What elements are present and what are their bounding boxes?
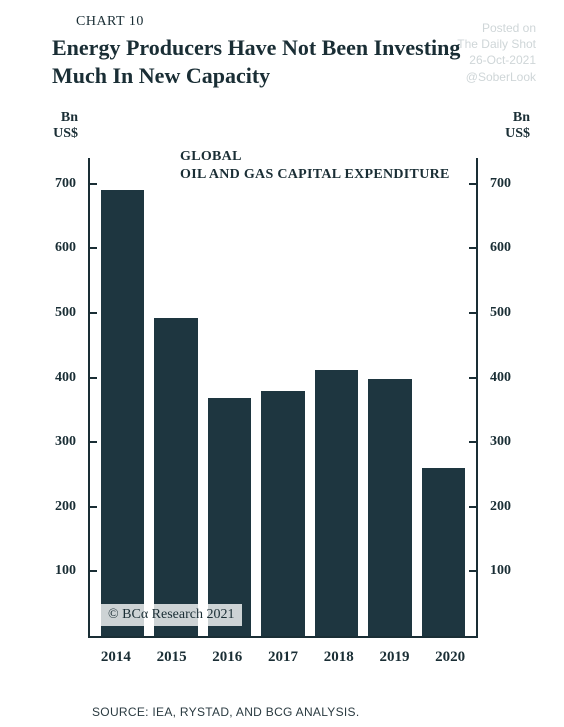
watermark-line: @SoberLook <box>457 69 536 85</box>
y-tick-label: 500 <box>55 306 90 320</box>
y-tick-label: 600 <box>476 241 511 255</box>
y-tick-mark <box>469 312 476 314</box>
bar <box>101 190 144 636</box>
bar <box>315 370 358 636</box>
y-tick-label: 500 <box>476 306 511 320</box>
y-tick-label: 400 <box>55 371 90 385</box>
y-tick-mark <box>469 441 476 443</box>
y-axis-label-left: Bn US$ <box>36 110 78 142</box>
y-tick-label: 100 <box>55 564 90 578</box>
x-tick-label: 2017 <box>255 649 311 666</box>
bar <box>422 468 465 636</box>
chart-title: Energy Producers Have Not Been Investing… <box>52 34 482 90</box>
x-tick-label: 2014 <box>88 649 144 666</box>
x-axis-labels: 2014201520162017201820192020 <box>88 649 478 666</box>
y-tick-mark <box>469 570 476 572</box>
y-axis-unit: Bn US$ <box>505 110 530 141</box>
y-tick-label: 100 <box>476 564 511 578</box>
y-tick-label: 700 <box>55 177 90 191</box>
bars-container <box>90 158 476 636</box>
y-tick-mark <box>90 312 97 314</box>
chart-plot: Bn US$ Bn US$ GLOBAL OIL AND GAS CAPITAL… <box>36 110 530 672</box>
watermark-line: The Daily Shot <box>457 36 536 52</box>
y-tick-mark <box>469 247 476 249</box>
y-tick-mark <box>90 247 97 249</box>
y-tick-mark <box>90 570 97 572</box>
y-tick-mark <box>90 506 97 508</box>
copyright-overlay: © BCα Research 2021 <box>100 604 242 626</box>
y-axis-unit: Bn US$ <box>53 110 78 141</box>
watermark-line: 26-Oct-2021 <box>457 52 536 68</box>
x-tick-label: 2015 <box>144 649 200 666</box>
source-note: SOURCE: IEA, RYSTAD, AND BCG ANALYSIS. <box>92 705 359 719</box>
bar <box>154 318 197 636</box>
bar <box>261 391 304 636</box>
y-axis-label-right: Bn US$ <box>488 110 530 142</box>
watermark-line: Posted on <box>457 20 536 36</box>
y-tick-mark <box>469 183 476 185</box>
watermark: Posted on The Daily Shot 26-Oct-2021 @So… <box>457 20 536 85</box>
x-tick-label: 2018 <box>311 649 367 666</box>
y-tick-label: 200 <box>476 500 511 514</box>
y-tick-label: 600 <box>55 241 90 255</box>
bar <box>208 398 251 636</box>
axis-area: GLOBAL OIL AND GAS CAPITAL EXPENDITURE ©… <box>88 158 478 638</box>
y-tick-label: 300 <box>55 435 90 449</box>
y-tick-label: 700 <box>476 177 511 191</box>
chart-number-label: CHART 10 <box>76 14 144 30</box>
y-tick-label: 200 <box>55 500 90 514</box>
x-tick-label: 2016 <box>199 649 255 666</box>
chart-page: CHART 10 Energy Producers Have Not Been … <box>0 0 564 727</box>
y-tick-mark <box>469 377 476 379</box>
y-tick-label: 300 <box>476 435 511 449</box>
y-tick-mark <box>90 377 97 379</box>
bar <box>368 379 411 636</box>
x-tick-label: 2020 <box>422 649 478 666</box>
y-tick-mark <box>90 441 97 443</box>
y-tick-label: 400 <box>476 371 511 385</box>
y-tick-mark <box>90 183 97 185</box>
x-tick-label: 2019 <box>367 649 423 666</box>
y-tick-mark <box>469 506 476 508</box>
